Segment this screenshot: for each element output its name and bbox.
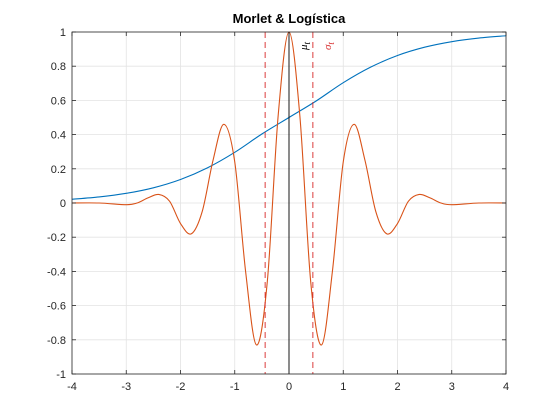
mu-annotation: μt (298, 41, 312, 51)
x-tick-label-8: 4 (503, 381, 509, 393)
x-tick-labels: -4 -3 -2 -1 0 1 2 3 4 (67, 381, 509, 393)
x-tick-label-0: -4 (67, 381, 77, 393)
y-tick-label-9: 0.8 (51, 61, 66, 73)
y-tick-label-10: 1 (60, 27, 66, 39)
y-tick-label-3: -0.4 (47, 266, 66, 278)
y-tick-label-5: 0 (60, 198, 66, 210)
mu-symbol: μ (298, 44, 310, 51)
sigma-label: σt (322, 42, 336, 50)
mu-subscript: t (302, 41, 312, 44)
y-tick-label-2: -0.6 (47, 301, 66, 313)
x-tick-label-3: -1 (230, 381, 240, 393)
x-tick-label-4: 0 (286, 381, 292, 393)
sigma-subscript: t (326, 42, 336, 45)
x-tick-label-5: 1 (340, 381, 346, 393)
y-tick-label-4: -0.2 (47, 232, 66, 244)
mu-label: μt (298, 41, 312, 51)
y-tick-label-7: 0.4 (51, 130, 66, 142)
sigma-symbol: σ (322, 44, 334, 50)
y-tick-label-8: 0.6 (51, 95, 66, 107)
x-tick-label-1: -3 (121, 381, 131, 393)
y-tick-labels: -1 -0.8 -0.6 -0.4 -0.2 0 0.2 0.4 0.6 0.8 1 (47, 27, 66, 381)
sigma-annotation: σt (322, 42, 336, 50)
y-tick-label-6: 0.2 (51, 164, 66, 176)
x-tick-label-6: 2 (394, 381, 400, 393)
y-tick-label-0: -1 (56, 369, 66, 381)
ticks (71, 31, 507, 375)
x-tick-label-7: 3 (449, 381, 455, 393)
vline-layer (264, 32, 314, 374)
y-tick-label-1: -0.8 (47, 335, 66, 347)
chart-title: Morlet & Logística (233, 11, 346, 26)
x-tick-label-2: -2 (176, 381, 186, 393)
